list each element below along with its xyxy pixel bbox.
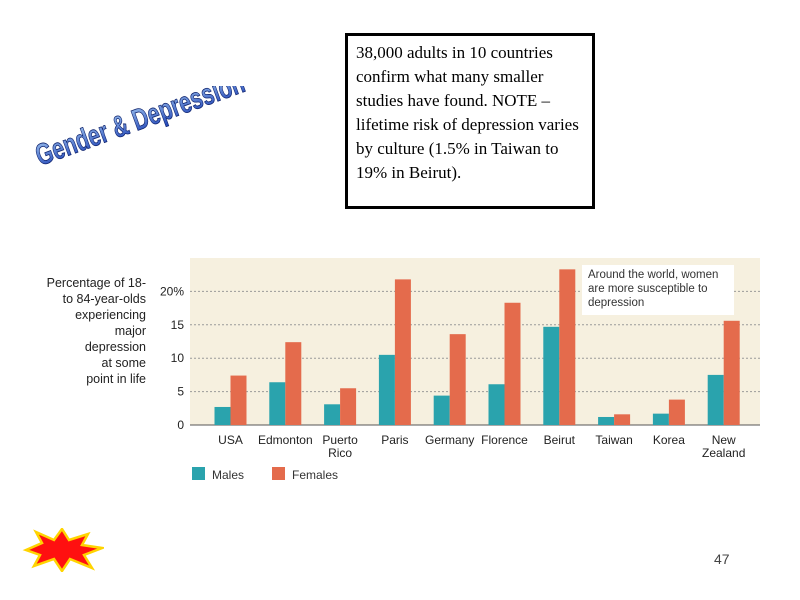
bar-females-beirut (559, 269, 576, 425)
bar-females-germany (449, 334, 466, 425)
x-tick-label-line: Florence (481, 433, 528, 447)
bar-males-paris (378, 354, 395, 425)
chart-annotation: Around the world, women are more suscept… (582, 265, 734, 315)
bar-males-germany (433, 395, 450, 425)
x-tick-label: Beirut (544, 433, 576, 447)
legend-label-males: Males (212, 468, 244, 482)
x-tick-label-line: Zealand (702, 446, 745, 460)
x-tick-label: Puerto Rico (322, 433, 358, 460)
x-tick-label-line: Korea (653, 433, 685, 447)
bar-females-taiwan (614, 414, 631, 425)
bar-males-usa (214, 406, 231, 425)
y-tick-label: 20% (160, 284, 184, 298)
bar-females-edmonton (285, 342, 302, 425)
explosion-icon (22, 528, 104, 572)
legend-label-females: Females (292, 468, 338, 482)
y-tick-label: 0 (177, 418, 184, 432)
x-tick-label: Korea (653, 433, 685, 447)
bar-females-new-zealand (723, 320, 740, 425)
bar-males-korea (652, 413, 669, 425)
y-tick-label: 15 (171, 318, 185, 332)
legend-swatch-males (192, 467, 205, 480)
bar-females-paris (394, 279, 411, 425)
x-tick-label: Florence (481, 433, 528, 447)
wordart-title: Gender & Depression (31, 86, 250, 173)
bar-males-puerto-rico (324, 404, 341, 425)
x-tick-label-line: Edmonton (258, 433, 313, 447)
x-tick-label: Paris (381, 433, 408, 447)
depression-bar-chart: 0 5 10 15 20% USA Edmonton Puerto Rico Paris Germa… (160, 258, 760, 482)
x-tick-label-line: New (712, 433, 736, 447)
x-tick-label-line: Beirut (544, 433, 576, 447)
x-tick-label-line: Germany (425, 433, 474, 447)
x-tick-label: USA (218, 433, 243, 447)
x-tick-label-line: USA (218, 433, 243, 447)
x-tick-label-line: Taiwan (595, 433, 632, 447)
bar-males-edmonton (269, 382, 286, 425)
y-tick-label: 10 (171, 351, 185, 365)
x-tick-label-line: Paris (381, 433, 408, 447)
x-tick-label: Edmonton (258, 433, 313, 447)
x-tick-label: Taiwan (595, 433, 632, 447)
bar-males-taiwan (598, 416, 615, 425)
bar-females-florence (504, 302, 521, 425)
bar-males-florence (488, 384, 505, 425)
y-axis-title: Percentage of 18- to 84-year-olds experi… (46, 276, 146, 386)
bar-males-beirut (543, 326, 560, 425)
bar-males-new-zealand (707, 374, 724, 425)
legend-swatch-females (272, 467, 285, 480)
bar-females-usa (230, 375, 247, 425)
x-tick-label: New Zealand (702, 433, 745, 460)
x-tick-label: Germany (425, 433, 474, 447)
note-box: 38,000 adults in 10 countries confirm wh… (345, 33, 595, 209)
wordart-title-text: Gender & Depression (31, 86, 249, 173)
note-text: 38,000 adults in 10 countries confirm wh… (356, 43, 579, 182)
page-number: 47 (714, 551, 730, 567)
y-tick-label: 5 (177, 385, 184, 399)
bar-females-korea (668, 399, 685, 425)
bar-females-puerto-rico (340, 388, 357, 425)
x-tick-label-line: Puerto (322, 433, 358, 447)
x-tick-label-line: Rico (328, 446, 352, 460)
